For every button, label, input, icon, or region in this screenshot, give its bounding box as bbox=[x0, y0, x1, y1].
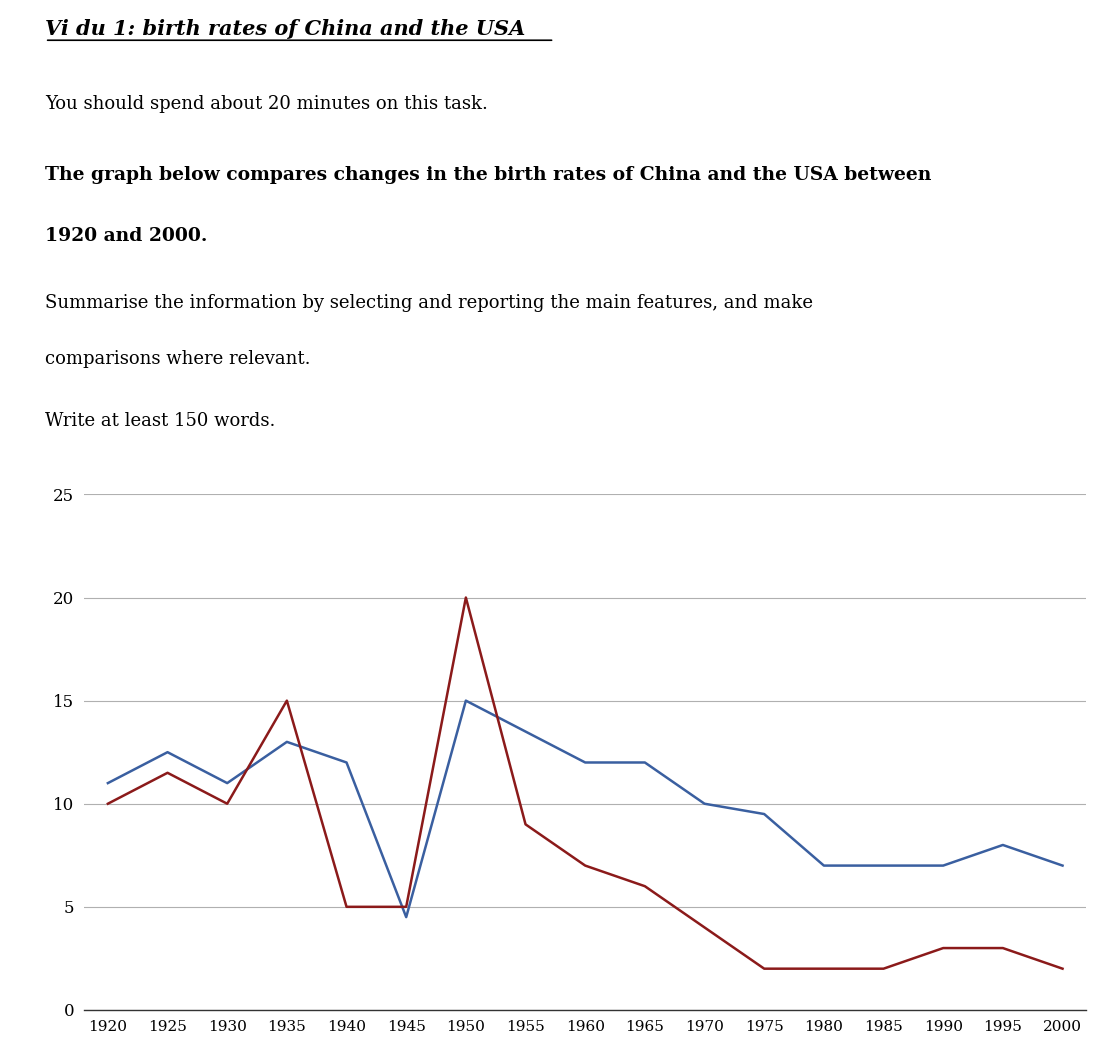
Text: Write at least 150 words.: Write at least 150 words. bbox=[45, 411, 276, 430]
Text: You should spend about 20 minutes on this task.: You should spend about 20 minutes on thi… bbox=[45, 95, 487, 113]
Text: 1920 and 2000.: 1920 and 2000. bbox=[45, 227, 207, 245]
Text: Vi du 1: birth rates of China and the USA: Vi du 1: birth rates of China and the US… bbox=[45, 19, 525, 39]
Text: The graph below compares changes in the birth rates of China and the USA between: The graph below compares changes in the … bbox=[45, 166, 931, 184]
Text: Summarise the information by selecting and reporting the main features, and make: Summarise the information by selecting a… bbox=[45, 294, 813, 311]
Text: comparisons where relevant.: comparisons where relevant. bbox=[45, 350, 310, 368]
